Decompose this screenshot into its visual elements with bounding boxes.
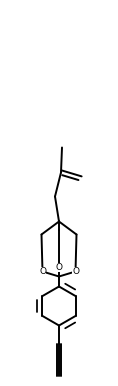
Text: O: O <box>55 263 63 272</box>
Text: O: O <box>39 267 46 276</box>
Text: O: O <box>72 267 79 276</box>
